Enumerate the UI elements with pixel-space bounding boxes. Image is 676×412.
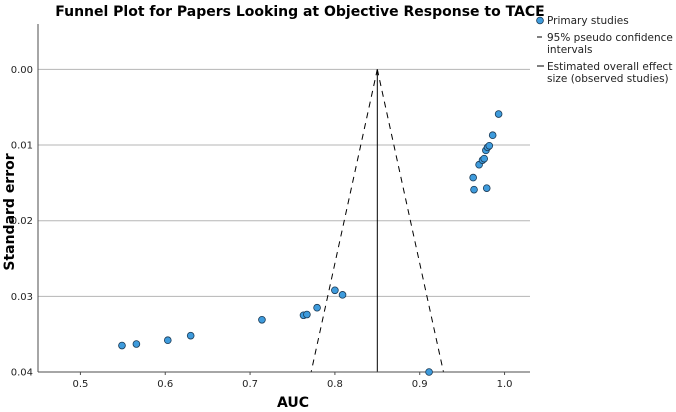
data-points bbox=[118, 110, 503, 376]
data-point bbox=[163, 336, 172, 345]
legend-marker-primary bbox=[536, 16, 544, 25]
x-tick-label: 0.9 bbox=[412, 379, 428, 390]
data-point bbox=[338, 291, 347, 299]
grid-lines bbox=[38, 68, 530, 297]
data-point bbox=[303, 310, 311, 319]
data-point bbox=[494, 110, 503, 118]
y-tick-label: 0.03 bbox=[11, 292, 33, 303]
data-point bbox=[313, 303, 321, 312]
pseudo-confidence-lines bbox=[310, 69, 444, 373]
y-axis-title: Standard error bbox=[2, 153, 18, 270]
data-point bbox=[425, 368, 433, 376]
plot-frame bbox=[37, 24, 530, 373]
y-axis-ticks: 0.00 0.01 0.02 0.03 0.04 bbox=[11, 65, 33, 379]
x-tick-label: 0.6 bbox=[157, 379, 173, 390]
data-point bbox=[118, 341, 126, 350]
y-tick-label: 0.04 bbox=[11, 368, 33, 379]
data-point bbox=[331, 286, 339, 295]
legend-label: Primary studies bbox=[547, 15, 629, 27]
chart-title: Funnel Plot for Papers Looking at Object… bbox=[55, 4, 545, 20]
x-axis-title: AUC bbox=[277, 395, 309, 411]
legend: Primary studies 95% pseudo confidence inte… bbox=[536, 15, 673, 85]
x-tick-label: 0.7 bbox=[242, 379, 258, 390]
data-point bbox=[186, 331, 195, 340]
y-tick-label: 0.00 bbox=[11, 65, 33, 76]
y-tick-label: 0.02 bbox=[11, 216, 33, 227]
data-point bbox=[258, 315, 266, 324]
x-axis-ticks: 0.5 0.6 0.7 0.8 0.9 1.0 bbox=[72, 372, 513, 390]
data-point bbox=[480, 154, 488, 163]
data-point bbox=[132, 340, 141, 348]
x-tick-label: 0.8 bbox=[327, 379, 343, 390]
y-tick-label: 0.01 bbox=[11, 141, 33, 152]
pseudo-ci-line bbox=[310, 69, 378, 373]
data-point bbox=[469, 173, 477, 182]
data-point bbox=[470, 185, 478, 194]
data-point bbox=[488, 131, 497, 140]
legend-label: Estimated overall effect size (observed s… bbox=[547, 61, 672, 85]
x-tick-label: 1.0 bbox=[497, 379, 513, 390]
x-tick-label: 0.5 bbox=[72, 379, 88, 390]
data-point bbox=[482, 184, 491, 192]
pseudo-ci-line bbox=[376, 69, 444, 373]
legend-label: 95% pseudo confidence intervals bbox=[547, 32, 673, 56]
data-point bbox=[485, 142, 494, 150]
